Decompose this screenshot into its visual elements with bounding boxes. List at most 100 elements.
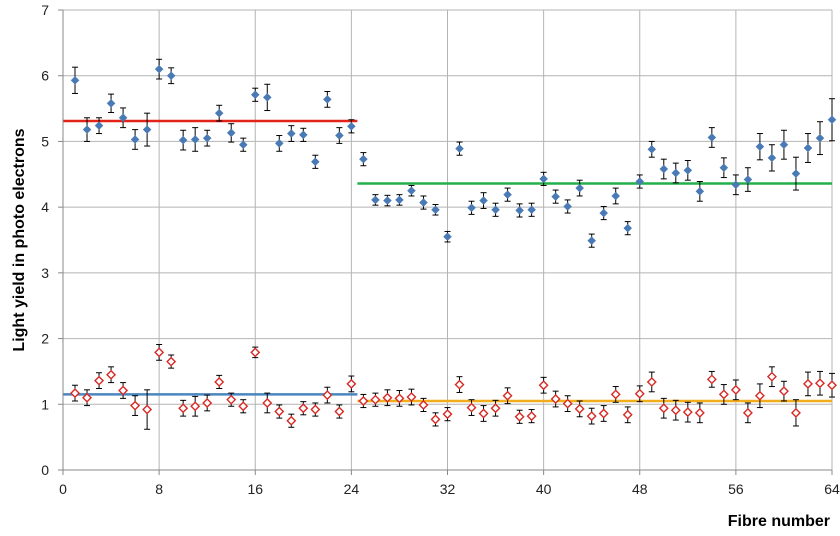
data-point [515,206,524,215]
data-point [370,394,381,405]
data-point [443,232,452,242]
data-point [106,98,116,108]
data-point [647,144,657,154]
data-point [550,394,561,405]
data-point [754,390,765,401]
data-point [803,143,813,153]
data-point [814,378,825,389]
data-point [262,397,273,408]
data-point [551,192,560,201]
data-point [539,174,548,184]
data-point [718,389,729,400]
data-point [334,406,345,417]
data-point [778,386,789,397]
data-point [382,392,393,403]
data-point [70,75,80,85]
data-point [466,402,477,413]
data-point [190,135,200,144]
data-point [479,196,488,205]
x-tick-label: 56 [728,481,744,497]
y-tick-label: 0 [41,462,49,478]
data-point [730,384,741,395]
data-point [455,144,464,154]
data-point [274,139,284,148]
data-point [166,356,177,367]
data-point [707,133,717,142]
data-point [298,130,308,140]
data-point [467,203,476,213]
data-point [682,407,693,418]
data-point [406,392,417,403]
data-point [359,154,368,164]
data-point [610,389,621,400]
data-point [214,376,225,387]
data-series [70,58,837,430]
data-point [202,133,212,143]
data-point [250,347,261,358]
data-point [574,403,585,414]
data-point [431,205,440,215]
y-tick-label: 1 [41,396,49,412]
x-tick-label: 48 [632,481,648,497]
data-point [779,140,789,150]
grid [63,9,833,470]
data-point [286,415,297,426]
x-tick-label: 40 [536,481,552,497]
data-point [827,380,837,391]
series-2 [70,343,837,430]
data-point [706,374,717,385]
data-point [142,125,152,134]
x-tick-label: 24 [344,481,360,497]
data-point [322,95,332,104]
data-point [586,411,597,422]
data-point [94,375,105,386]
y-tick-label: 7 [41,2,49,18]
data-point [791,169,801,178]
data-point [166,71,176,81]
data-point [731,180,741,190]
data-point [142,404,153,415]
data-point [742,407,753,418]
data-point [190,401,201,412]
data-point [82,125,92,134]
data-point [347,121,356,131]
x-tick-label: 0 [59,481,67,497]
data-point [130,400,141,411]
data-point [743,175,753,184]
data-point [563,202,573,211]
data-point [94,121,104,131]
data-point [154,347,165,358]
data-point [514,411,525,422]
x-tick-label: 8 [155,481,163,497]
data-point [238,140,248,150]
data-point [442,409,453,420]
data-point [178,135,188,145]
data-point [683,165,693,175]
data-point [154,64,164,74]
data-point [118,385,129,396]
data-point [394,393,405,404]
data-point [575,183,585,193]
data-point [611,191,621,201]
data-point [526,411,537,422]
data-point [106,369,117,380]
data-point [634,388,645,399]
data-point [70,388,81,399]
data-point [346,378,357,389]
data-point [503,190,512,200]
data-point [226,394,237,405]
data-point [371,195,380,205]
data-point [671,168,681,178]
data-point [226,128,236,138]
data-point [178,403,189,414]
x-tick-label: 32 [440,481,456,497]
data-point [322,390,333,401]
data-point [383,196,392,205]
y-tick-label: 2 [41,331,49,347]
data-point [658,403,669,414]
data-point [695,187,705,196]
y-tick-label: 3 [41,265,49,281]
data-point [202,397,213,408]
